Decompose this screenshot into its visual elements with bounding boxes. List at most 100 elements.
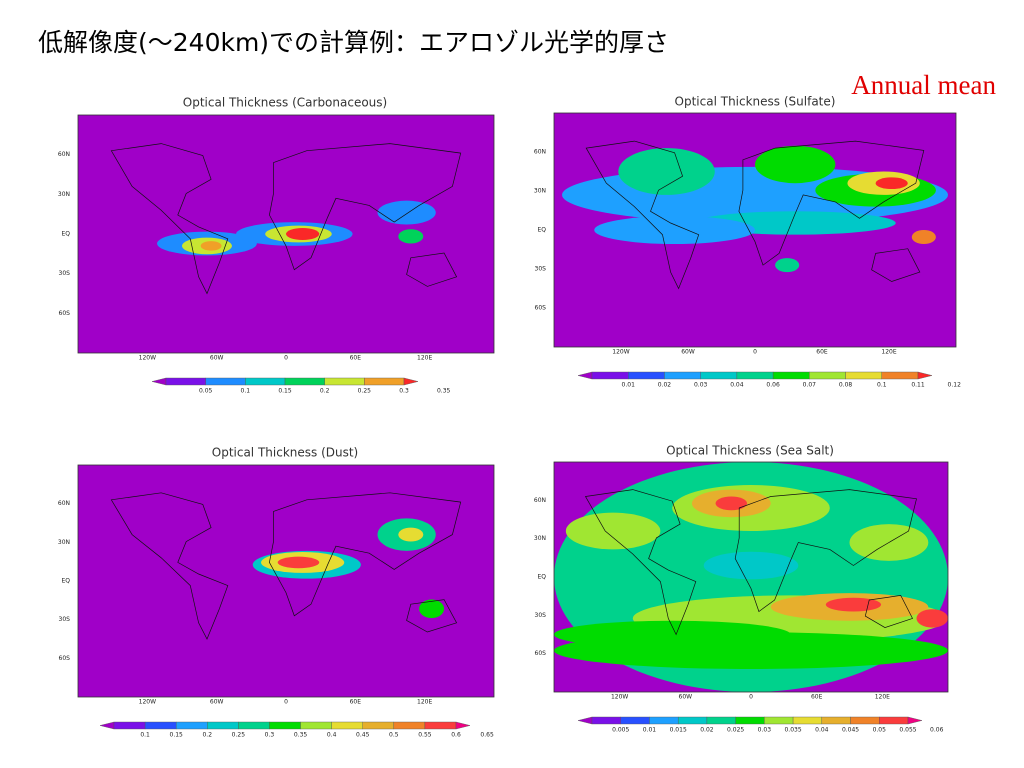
aerosol-plume [618, 148, 715, 195]
lon-label: 0 [284, 699, 288, 706]
aerosol-plume [565, 512, 661, 550]
annotation: Annual mean [851, 70, 996, 100]
lat-label: 60N [534, 497, 546, 504]
colorbar-swatch [205, 377, 246, 386]
colorbar-label: 0.01 [622, 382, 636, 389]
map [78, 115, 494, 353]
colorbar-label: 0.12 [948, 382, 962, 389]
colorbar-label: 0.35 [294, 732, 308, 739]
colorbar-swatch [591, 716, 621, 725]
colorbar-label: 0.03 [758, 727, 772, 734]
colorbar-swatch [331, 721, 363, 730]
colorbar-label: 0.35 [437, 388, 451, 395]
lon-label: 120E [881, 349, 896, 356]
aerosol-plume [911, 230, 936, 245]
colorbar-swatch [591, 371, 629, 380]
colorbar-swatch [881, 371, 919, 380]
lon-label: 0 [749, 694, 753, 701]
lon-label: 120W [612, 349, 629, 356]
lon-label: 60W [210, 355, 224, 362]
colorbar-swatch [207, 721, 239, 730]
colorbar-swatch [677, 716, 708, 725]
colorbar-label: 0.6 [451, 732, 461, 739]
slide-title: 低解像度(～240km)での計算例：エアロゾル光学的厚さ [38, 28, 669, 57]
map-frame [553, 461, 949, 693]
colorbar-label: 0.045 [842, 727, 859, 734]
colorbar-label: 0.2 [202, 732, 212, 739]
colorbar-label: 0.15 [170, 732, 184, 739]
colorbar-swatch [809, 371, 846, 380]
colorbar-label: 0.55 [418, 732, 432, 739]
colorbar-swatch [362, 721, 395, 730]
colorbar-label: 0.11 [911, 382, 925, 389]
lat-label: 30N [534, 188, 546, 195]
map [78, 465, 494, 697]
colorbar-swatch [700, 371, 738, 380]
map [554, 113, 956, 347]
colorbar-label: 0.1 [241, 388, 251, 395]
aerosol-plume [755, 145, 836, 184]
colorbar-label: 0.02 [658, 382, 672, 389]
colorbar-label: 0.08 [839, 382, 853, 389]
lat-label: EQ [61, 231, 70, 238]
colorbar-swatch [664, 371, 701, 380]
lon-label: 120E [417, 699, 432, 706]
colorbar-label: 0.005 [612, 727, 629, 734]
coastline [738, 140, 925, 266]
colorbar-swatch [324, 377, 365, 386]
colorbar-label: 0.05 [199, 388, 213, 395]
lon-label: 60E [811, 694, 823, 701]
aerosol-plume [277, 556, 320, 569]
colorbar-label: 0.04 [730, 382, 744, 389]
colorbar-label: 0.65 [480, 732, 494, 739]
colorbar-swatch [879, 716, 909, 725]
aerosol-plume [398, 527, 424, 542]
aerosol-plume [875, 177, 908, 190]
lon-label: 60E [350, 355, 362, 362]
colorbar-swatch [300, 721, 332, 730]
coastline [864, 595, 913, 628]
map-frame [77, 464, 495, 698]
colorbar-label: 0.01 [643, 727, 657, 734]
lat-label: 60N [534, 149, 546, 156]
colorbar-label: 0.04 [815, 727, 829, 734]
colorbar-end [455, 721, 471, 730]
colorbar-label: 0.45 [356, 732, 370, 739]
aerosol-plume [594, 215, 755, 245]
colorbar-label: 0.07 [803, 382, 817, 389]
aerosol-plume [775, 258, 800, 273]
lon-label: 0 [753, 349, 757, 356]
map-frame [553, 112, 957, 348]
aerosol-plume [419, 599, 445, 619]
coastline [406, 599, 458, 633]
colorbar-swatch [113, 721, 146, 730]
colorbar-swatch [649, 716, 679, 725]
colorbar-swatch [238, 721, 270, 730]
lon-label: 60W [210, 699, 224, 706]
colorbar-swatch [628, 371, 665, 380]
colorbar-label: 0.1 [140, 732, 150, 739]
lat-label: 60S [59, 655, 71, 662]
colorbar-label: 0.03 [694, 382, 708, 389]
colorbar-swatch [736, 371, 774, 380]
lon-label: 120E [417, 355, 432, 362]
colorbar-swatch [424, 721, 457, 730]
colorbar-swatch [144, 721, 177, 730]
coastline [110, 143, 229, 295]
coastline [269, 492, 462, 617]
lon-label: 0 [284, 355, 288, 362]
lat-label: 30N [58, 191, 70, 198]
lat-label: 60N [58, 500, 70, 507]
lat-label: 60S [59, 310, 71, 317]
colorbar-label: 0.15 [278, 388, 292, 395]
coastline [110, 492, 229, 640]
lat-label: 30S [59, 270, 71, 277]
colorbar-label: 0.3 [399, 388, 409, 395]
aerosol-plume [200, 241, 222, 251]
coastline [269, 143, 462, 271]
lat-label: 30N [58, 539, 70, 546]
lat-label: 60N [58, 151, 70, 158]
colorbar-label: 0.4 [327, 732, 337, 739]
lat-label: 30N [534, 535, 546, 542]
colorbar-label: 0.2 [320, 388, 330, 395]
